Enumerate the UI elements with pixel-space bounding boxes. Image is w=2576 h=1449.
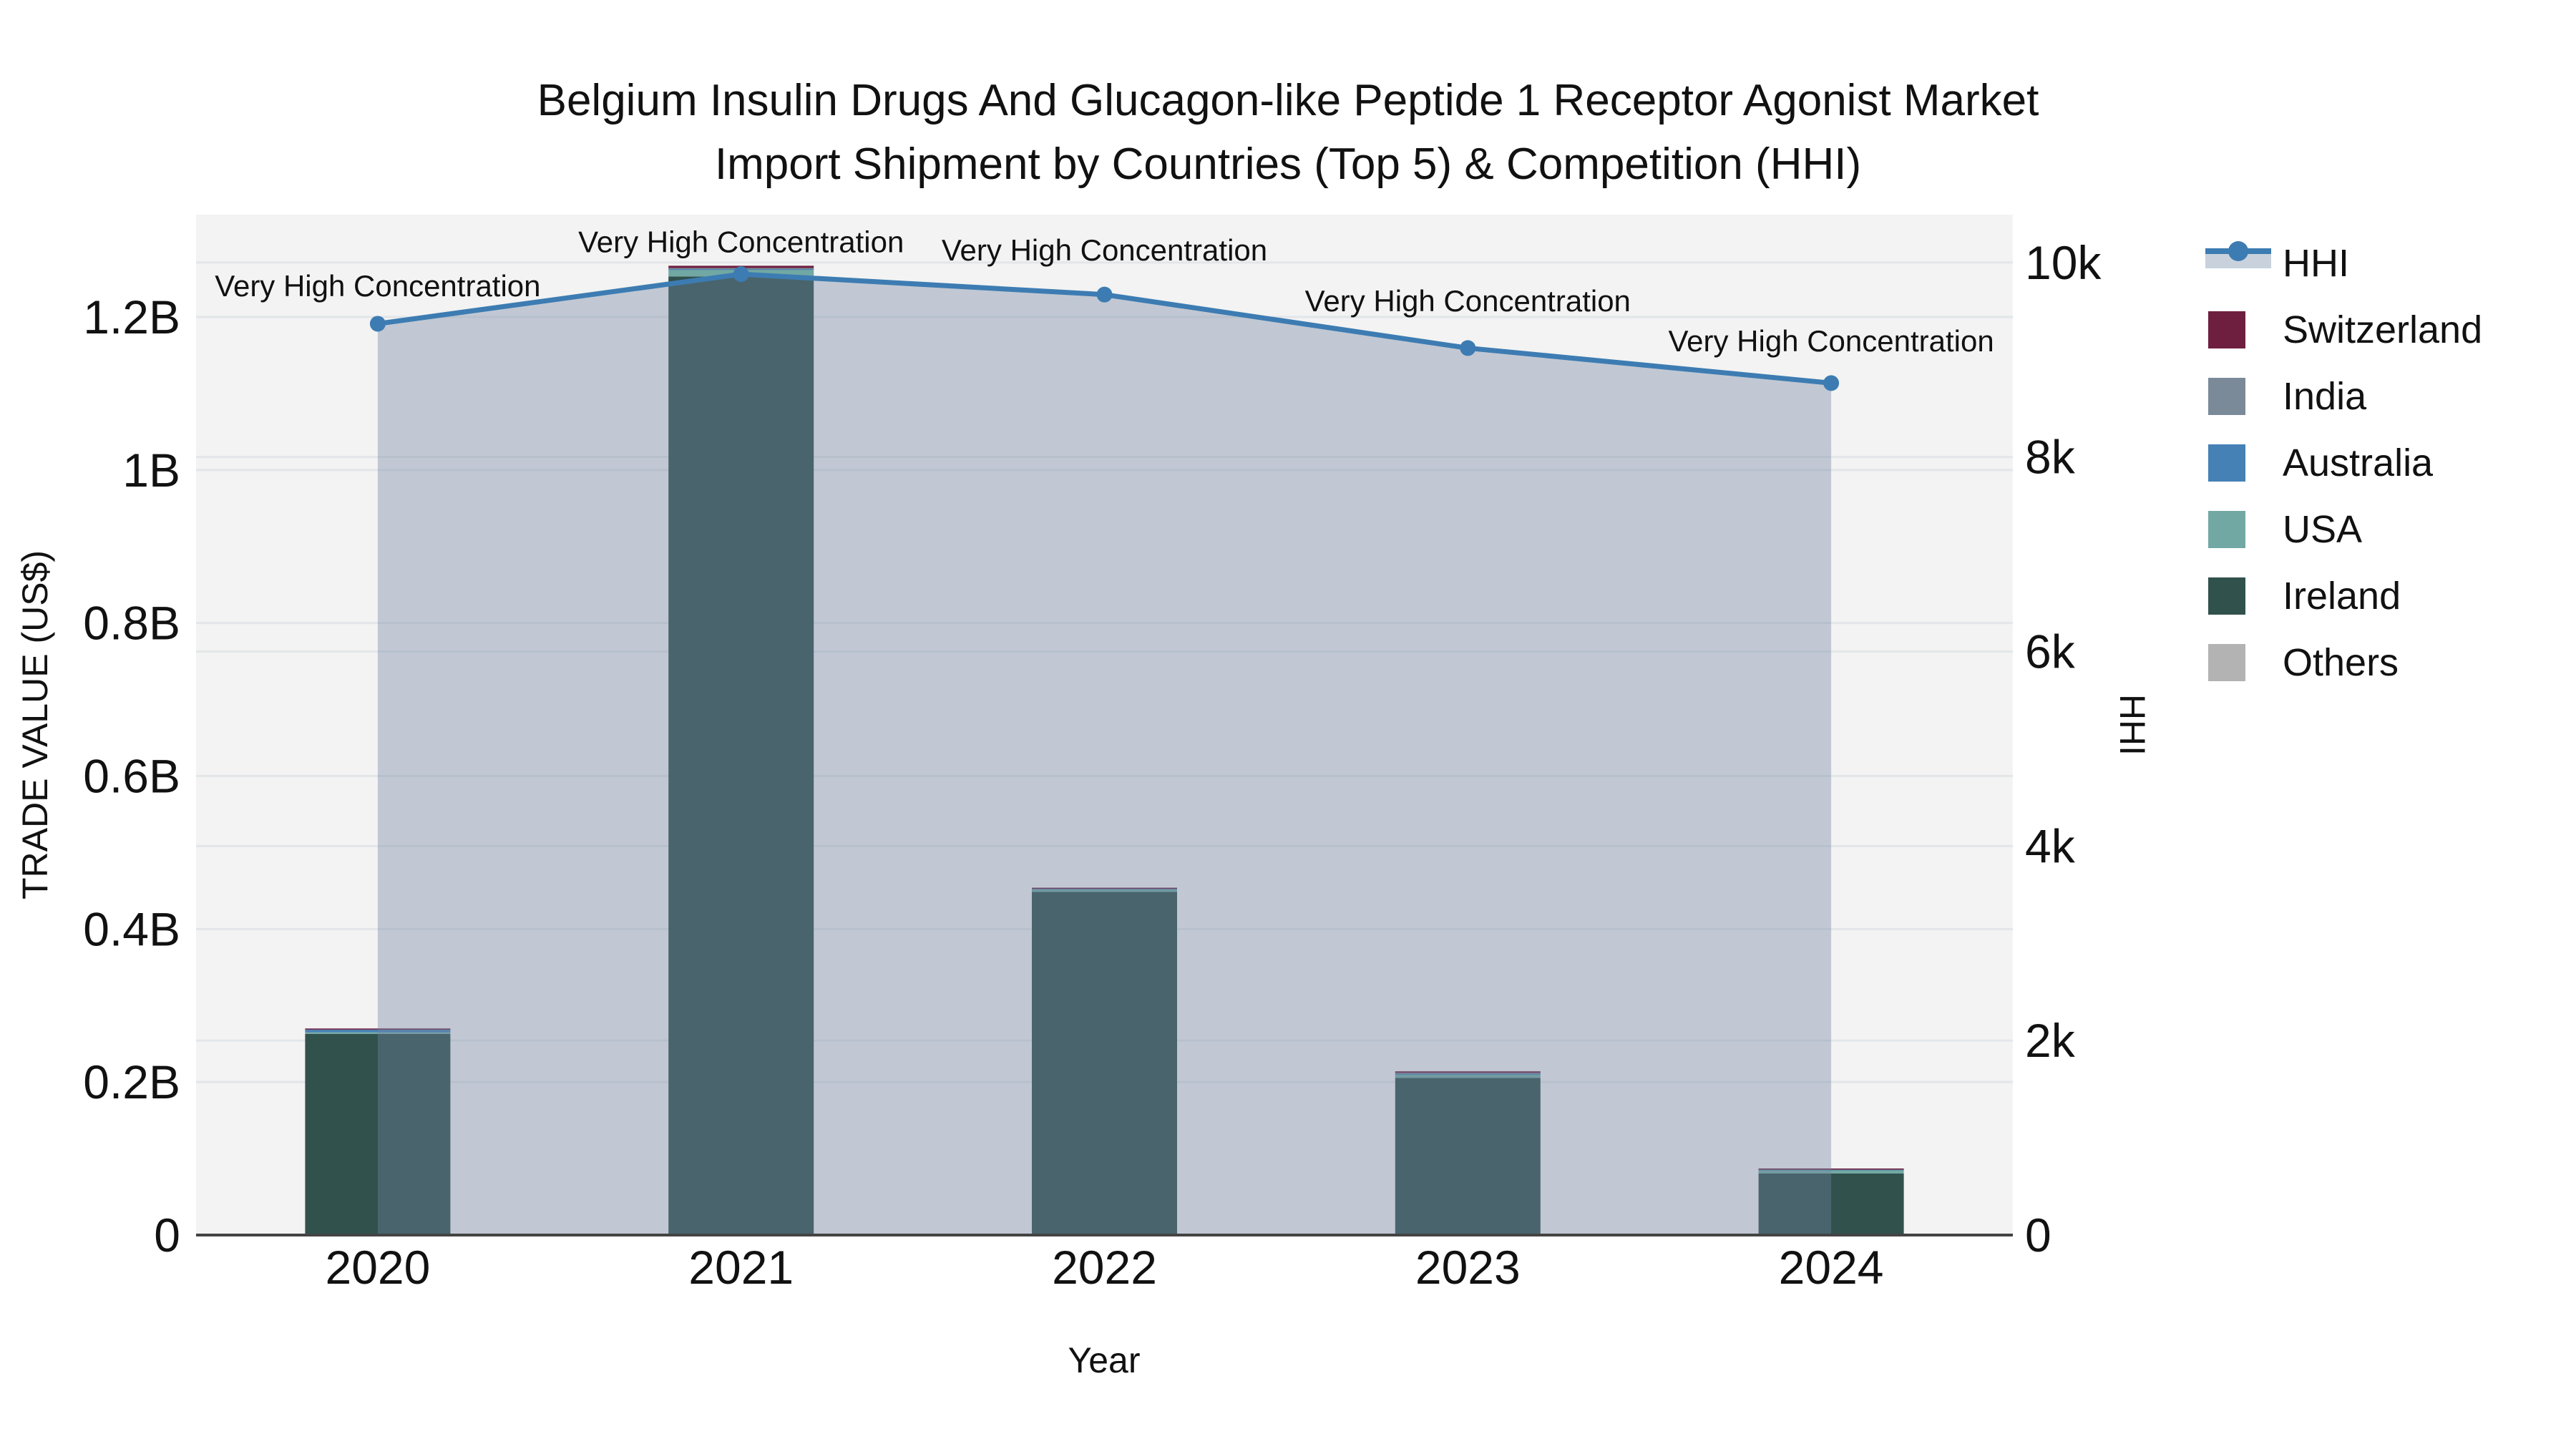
- color-swatch: [2208, 377, 2245, 415]
- annotation-2021: Very High Concentration: [578, 225, 904, 259]
- x-axis-line: [196, 1234, 2013, 1236]
- hhi-point-2022[interactable]: [1096, 286, 1113, 303]
- x-tick-label-2024: 2024: [1779, 1241, 1884, 1294]
- y-left-tick-label: 1.2B: [83, 291, 180, 343]
- chart-title-line2: Import Shipment by Countries (Top 5) & C…: [714, 140, 1862, 189]
- x-axis-title: Year: [1068, 1340, 1141, 1380]
- annotation-2024: Very High Concentration: [1668, 324, 1994, 358]
- legend-item-australia[interactable]: Australia: [2204, 429, 2482, 496]
- hhi-area: [377, 274, 1832, 1236]
- bar-segment-india-2023[interactable]: [1395, 1073, 1541, 1074]
- y-right-tick-label: 8k: [2025, 431, 2076, 484]
- y-left-tick-label: 0.2B: [83, 1055, 180, 1108]
- legend-label: Ireland: [2283, 574, 2401, 618]
- legend-item-india[interactable]: India: [2204, 363, 2482, 429]
- y-right-tick-label: 2k: [2025, 1014, 2076, 1067]
- bar-segment-ireland-2024[interactable]: [1758, 1173, 1904, 1235]
- legend-item-switzerland[interactable]: Switzerland: [2204, 296, 2482, 363]
- x-tick-label-2021: 2021: [688, 1241, 794, 1294]
- y-left-tick-label: 0: [154, 1209, 180, 1262]
- x-tick-label-2023: 2023: [1415, 1241, 1521, 1294]
- y-right-tick-label: 6k: [2025, 625, 2076, 678]
- hhi-line-sample: [2205, 241, 2271, 268]
- legend-label: USA: [2283, 507, 2363, 551]
- y-axis-title: TRADE VALUE (US$): [15, 550, 55, 900]
- hhi-point-2020[interactable]: [369, 316, 386, 332]
- hhi-point-2024[interactable]: [1823, 375, 1840, 391]
- bar-segment-usa-2020[interactable]: [305, 1032, 451, 1034]
- bar-segment-switzerland-2023[interactable]: [1395, 1071, 1541, 1073]
- hhi-point-2021[interactable]: [733, 266, 749, 283]
- y-right-tick-label: 0: [2025, 1209, 2051, 1262]
- color-swatch: [2208, 577, 2245, 615]
- annotation-2020: Very High Concentration: [215, 269, 540, 303]
- hhi-point-2023[interactable]: [1460, 340, 1476, 356]
- chart-title-line1: Belgium Insulin Drugs And Glucagon-like …: [537, 76, 2039, 125]
- y-right-tick-label: 4k: [2025, 819, 2076, 872]
- color-swatch: [2208, 444, 2245, 482]
- legend-item-others[interactable]: Others: [2204, 629, 2482, 696]
- y-left-tick-label: 0.8B: [83, 597, 180, 650]
- chart-title: Belgium Insulin Drugs And Glucagon-like …: [0, 69, 2576, 196]
- annotation-2022: Very High Concentration: [942, 233, 1267, 267]
- annotation-2023: Very High Concentration: [1305, 284, 1631, 318]
- y2-axis-title: HHI: [2112, 693, 2152, 756]
- bar-segment-ireland-2021[interactable]: [668, 276, 814, 1234]
- legend-swatch-icon: [2204, 510, 2275, 548]
- x-tick-label-2020: 2020: [325, 1241, 430, 1294]
- color-swatch: [2208, 643, 2245, 681]
- legend-swatch-icon: [2204, 311, 2275, 348]
- bar-segment-usa-2022[interactable]: [1032, 889, 1177, 892]
- bar-segment-usa-2024[interactable]: [1758, 1169, 1904, 1174]
- color-swatch: [2208, 311, 2245, 348]
- color-swatch: [2208, 510, 2245, 548]
- legend-label: Others: [2283, 640, 2399, 684]
- y-left-tick-label: 0.4B: [83, 902, 180, 955]
- legend: HHI Switzerland India Australia USA Ireland Ot…: [2204, 230, 2482, 696]
- bar-segment-switzerland-2022[interactable]: [1032, 887, 1177, 889]
- legend-label: Australia: [2283, 441, 2434, 484]
- legend-swatch-icon: [2204, 444, 2275, 482]
- bar-segment-switzerland-2020[interactable]: [305, 1028, 451, 1030]
- legend-swatch-icon: [2204, 577, 2275, 615]
- y-left-tick-label: 0.6B: [83, 750, 180, 803]
- bar-segment-usa-2023[interactable]: [1395, 1073, 1541, 1078]
- legend-item-ireland[interactable]: Ireland: [2204, 562, 2482, 629]
- y-left-tick-label: 1B: [122, 444, 180, 497]
- legend-label: Switzerland: [2283, 308, 2483, 351]
- legend-swatch-icon: [2204, 643, 2275, 681]
- legend-label: India: [2283, 374, 2367, 418]
- y-right-tick-label: 10k: [2025, 236, 2102, 289]
- bar-segment-australia-2020[interactable]: [305, 1029, 451, 1033]
- bar-segment-ireland-2020[interactable]: [305, 1033, 451, 1234]
- bar-segment-ireland-2022[interactable]: [1032, 892, 1177, 1235]
- bar-segment-ireland-2023[interactable]: [1395, 1078, 1541, 1235]
- bar-segment-switzerland-2024[interactable]: [1758, 1168, 1904, 1170]
- legend-label: HHI: [2283, 241, 2349, 285]
- legend-item-hhi[interactable]: HHI: [2204, 230, 2482, 296]
- legend-swatch-icon: [2204, 377, 2275, 415]
- legend-item-usa[interactable]: USA: [2204, 496, 2482, 562]
- x-tick-label-2022: 2022: [1052, 1241, 1157, 1294]
- bar-segment-australia-2023[interactable]: [1395, 1073, 1541, 1075]
